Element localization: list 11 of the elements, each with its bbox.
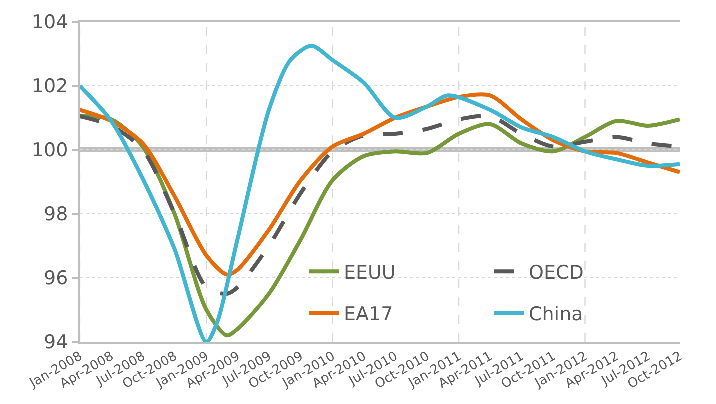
legend-label: OECD [529,262,584,284]
y-tick-label: 94 [44,332,68,354]
y-tick-label: 96 [44,268,68,290]
y-tick-label: 98 [44,204,68,226]
legend-label: EA17 [344,304,394,326]
y-tick-label: 100 [32,140,68,162]
line-series [80,44,680,342]
y-tick-label: 102 [32,76,68,98]
legend-label: China [529,304,584,326]
y-tick-label: 104 [32,12,68,34]
legend-label: EEUU [344,262,396,284]
